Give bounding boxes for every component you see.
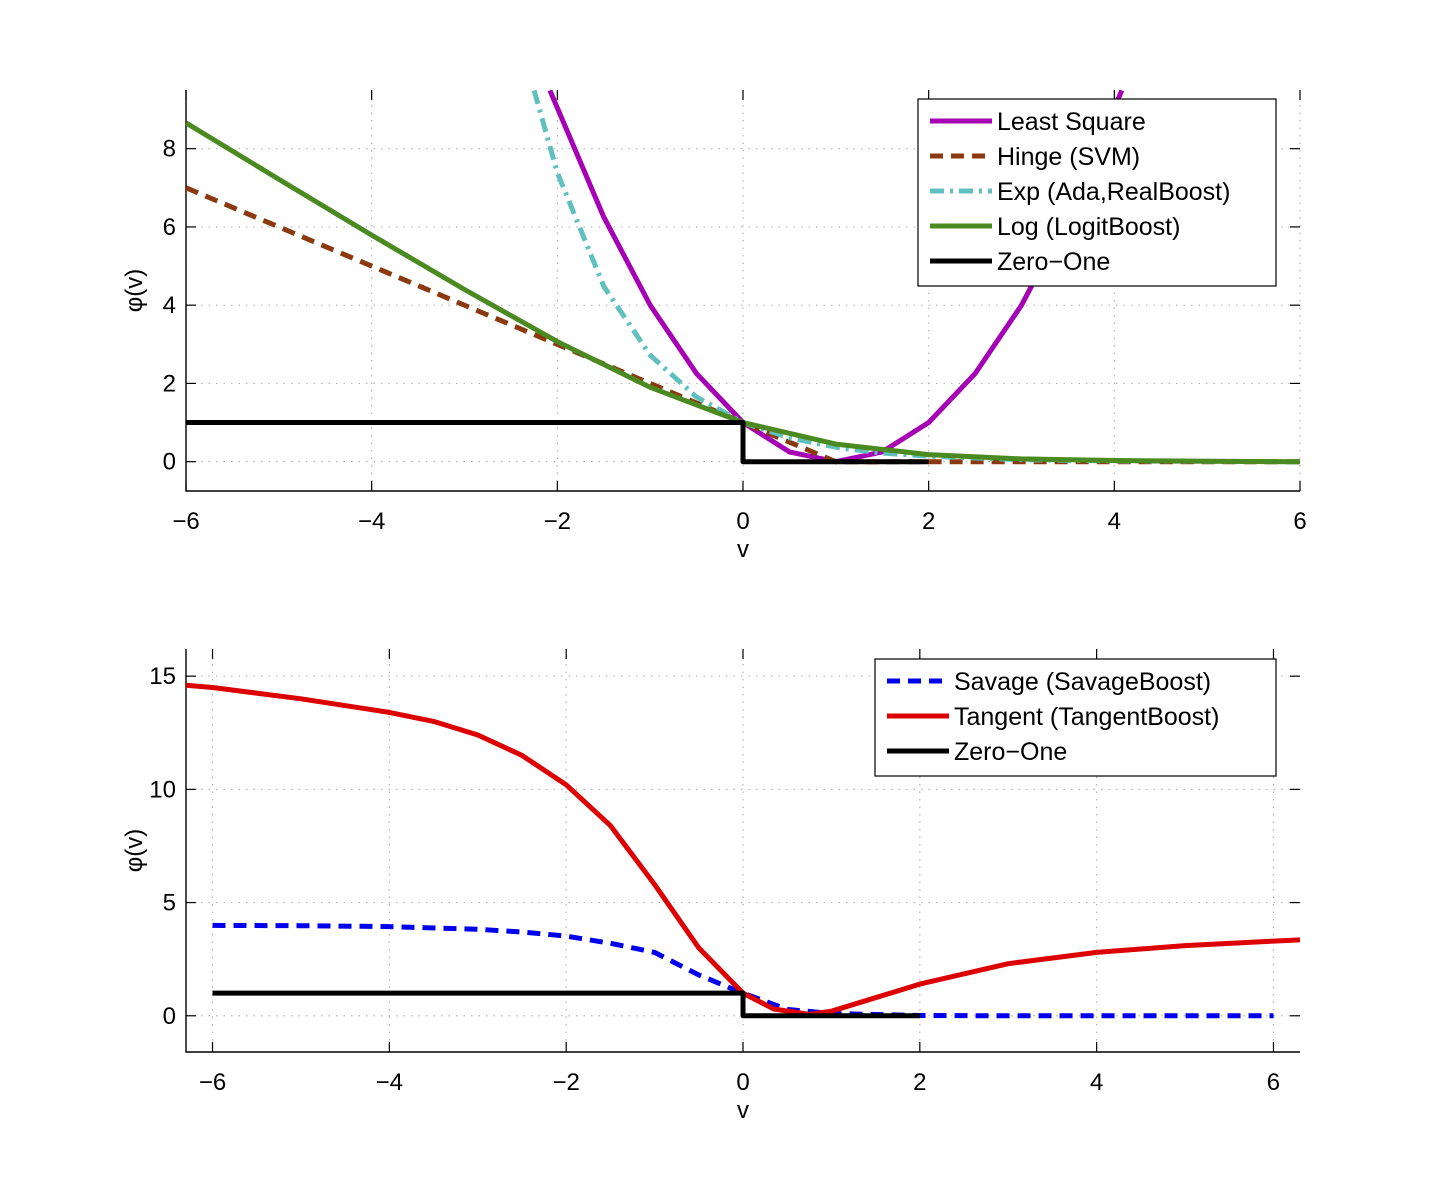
series-line bbox=[212, 990, 920, 1019]
x-tick-label: 6 bbox=[1267, 1069, 1280, 1096]
series-group bbox=[186, 682, 1300, 1019]
x-axis-label: v bbox=[737, 1097, 749, 1124]
x-tick-label: −6 bbox=[172, 508, 199, 535]
y-tick-label: 2 bbox=[163, 370, 176, 397]
y-tick-label: 5 bbox=[163, 890, 176, 917]
x-tick-label: 2 bbox=[922, 508, 935, 535]
legend-label: Zero−One bbox=[997, 248, 1110, 276]
x-axis-label: v bbox=[737, 536, 749, 563]
x-tick-label: −2 bbox=[544, 508, 571, 535]
legend-label: Exp (Ada,RealBoost) bbox=[997, 178, 1230, 206]
legend-label: Savage (SavageBoost) bbox=[954, 668, 1211, 696]
series-line bbox=[186, 420, 929, 465]
y-tick-label: 6 bbox=[163, 214, 176, 241]
legend-label: Hinge (SVM) bbox=[997, 143, 1140, 171]
y-tick-label: 0 bbox=[163, 1003, 176, 1030]
y-tick-label: 10 bbox=[149, 776, 176, 803]
x-tick-label: 0 bbox=[736, 508, 749, 535]
legend: Least Square Hinge (SVM) Exp (Ada,RealBoos… bbox=[917, 98, 1277, 287]
series-group bbox=[186, 90, 1300, 465]
x-tick-label: −4 bbox=[376, 1069, 403, 1096]
series-line bbox=[186, 682, 1300, 1017]
x-tick-label: 4 bbox=[1090, 1069, 1103, 1096]
chart-2: −6 −4 −2 0 2 4 6 0 5 10 15 v φ(v) Savage (SavageBoost… bbox=[121, 649, 1300, 1124]
x-tick-label: −4 bbox=[358, 508, 385, 535]
chart-1: −6 −4 −2 0 2 4 6 0 2 4 6 8 v φ(v) Least Square Hinge (S… bbox=[121, 90, 1307, 563]
y-tick-label: 4 bbox=[163, 292, 176, 319]
series-line bbox=[212, 922, 1274, 1019]
axes-frame bbox=[185, 649, 1300, 1053]
x-tick-label: −6 bbox=[199, 1069, 226, 1096]
y-axis-label: φ(v) bbox=[121, 829, 148, 873]
legend-box bbox=[917, 98, 1277, 287]
y-tick-label: 8 bbox=[163, 136, 176, 163]
y-tick-label: 15 bbox=[149, 663, 176, 690]
legend-label: Tangent (TangentBoost) bbox=[954, 703, 1219, 731]
legend-label: Least Square bbox=[997, 108, 1146, 136]
x-tick-label: 0 bbox=[736, 1069, 749, 1096]
y-axis-label: φ(v) bbox=[121, 269, 148, 313]
x-tick-label: 4 bbox=[1108, 508, 1121, 535]
legend: Savage (SavageBoost) Tangent (TangentBoos… bbox=[874, 658, 1277, 777]
legend-label: Log (LogitBoost) bbox=[997, 213, 1180, 241]
y-tick-label: 0 bbox=[163, 449, 176, 476]
x-tick-label: −2 bbox=[552, 1069, 579, 1096]
x-tick-label: 2 bbox=[913, 1069, 926, 1096]
legend-label: Zero−One bbox=[954, 738, 1067, 766]
x-tick-label: 6 bbox=[1293, 508, 1306, 535]
